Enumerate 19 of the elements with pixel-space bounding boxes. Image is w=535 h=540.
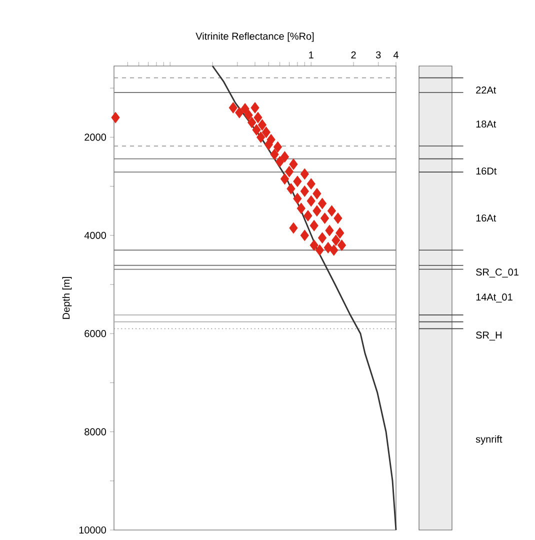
y-tick-label: 2000 <box>84 134 106 141</box>
text: 16Dt <box>476 167 497 175</box>
x-tick-label: 3 <box>376 51 381 58</box>
text: synrift <box>476 435 502 445</box>
text: 14At_01 <box>476 294 512 302</box>
text: 16At <box>476 214 496 222</box>
x-tick-label: 1 <box>309 52 314 58</box>
y-axis-title: Depth [m] <box>62 277 72 319</box>
x-axis-title: Vitrinite Reflectance [%Ro] <box>196 32 314 42</box>
text: 22At <box>476 86 496 94</box>
y-tick-label: 6000 <box>84 330 106 338</box>
text: 18At <box>476 120 496 128</box>
y-tick-label: 4000 <box>84 232 106 239</box>
text: SR_H <box>476 332 502 340</box>
x-tick-label: 2 <box>351 51 356 58</box>
y-tick-label: 10000 <box>79 526 106 534</box>
text: SR_C_01 <box>476 268 518 278</box>
y-tick-label: 8000 <box>84 428 106 436</box>
x-tick-label: 4 <box>393 52 398 58</box>
